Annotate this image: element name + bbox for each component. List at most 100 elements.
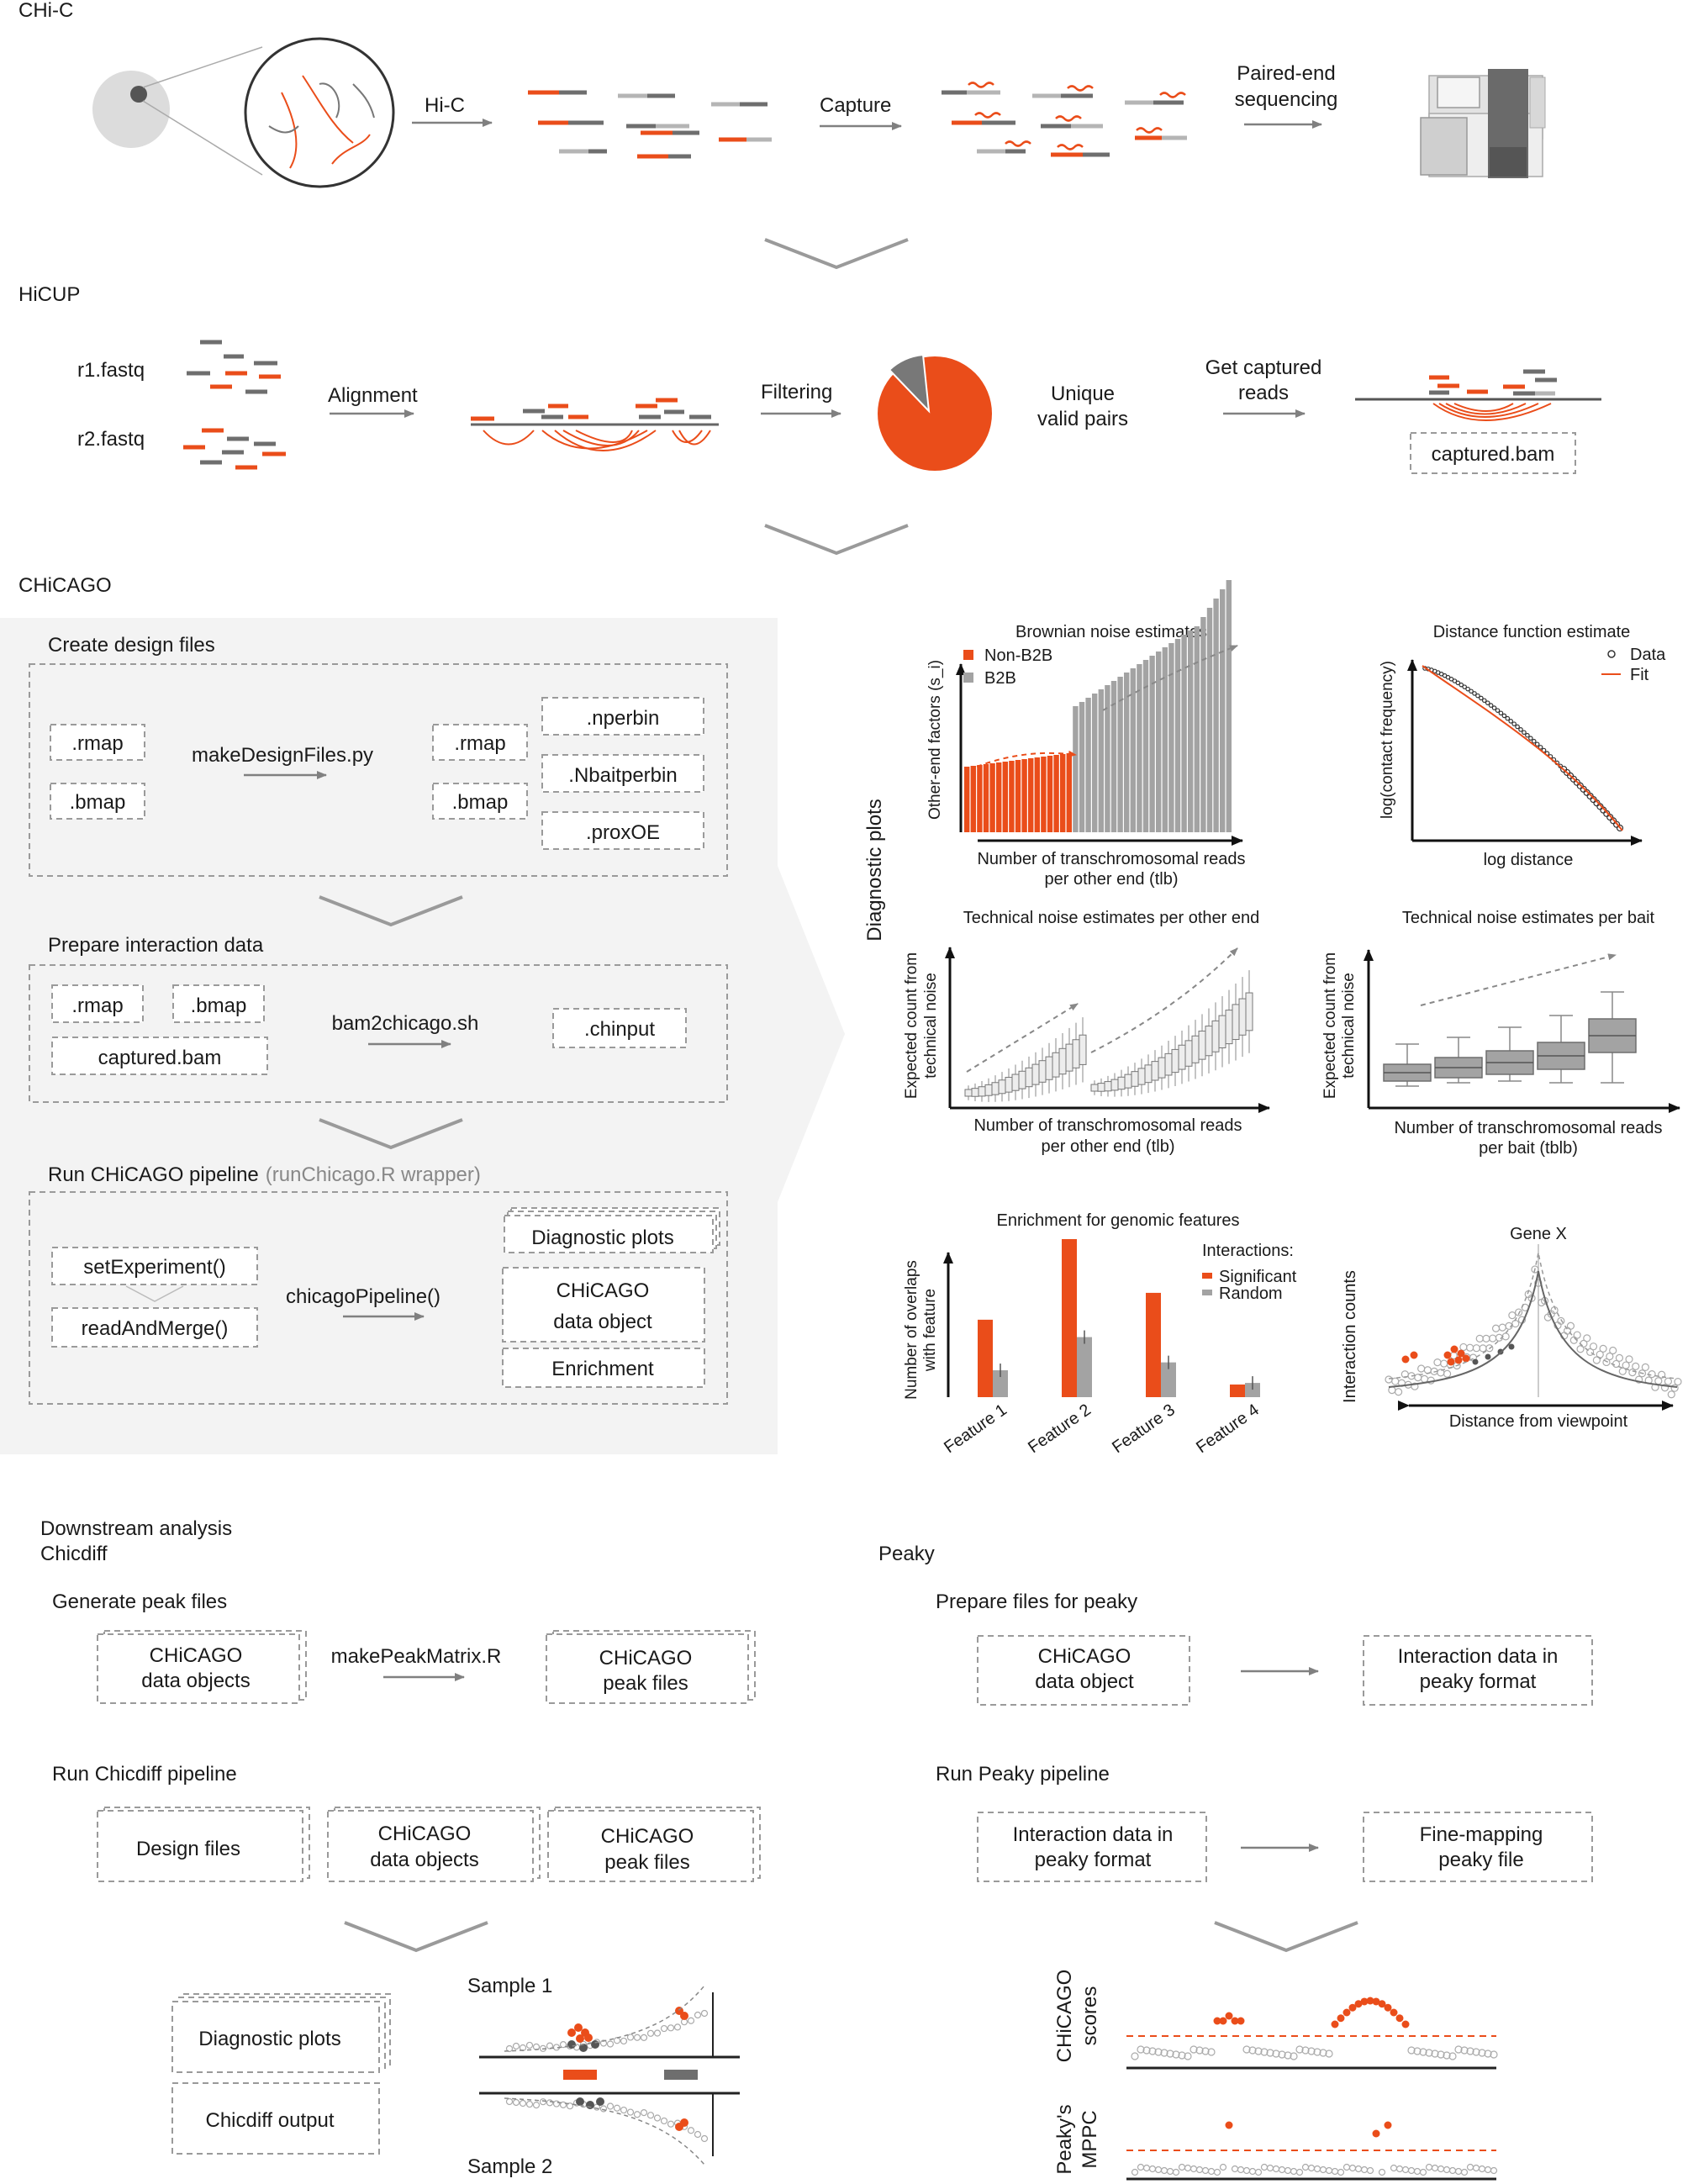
create-design-title: Create design files (48, 634, 215, 657)
brownian-legend-swatch-0 (963, 650, 973, 660)
sample1-point-3 (525, 2041, 534, 2049)
distance-point-23 (1498, 710, 1504, 716)
peaky-score-point-5 (1160, 2049, 1168, 2057)
sample1-point-1 (512, 2042, 520, 2050)
sample1-dark-point-1 (579, 2044, 588, 2052)
chicdiff-objects-label-2: data objects (141, 1670, 250, 1692)
proxoe-label: .proxOE (586, 821, 660, 844)
distance-point-12 (1462, 684, 1467, 689)
peaky-score-point-13 (1207, 2048, 1216, 2056)
peaky-mppc-point-53 (1443, 2166, 1451, 2174)
tech-oe-g1-box-11 (1038, 1060, 1047, 1083)
tech-bait-x-label-1: Number of transchromosomal reads (1394, 1119, 1662, 1137)
unique-pairs-label-1: Unique (1051, 382, 1115, 405)
peaky-mppc-point-28 (1295, 2168, 1304, 2176)
peaky-score-point-38 (1354, 2000, 1363, 2008)
peaky-score-point-30 (1307, 2047, 1316, 2055)
genex-point-68 (1606, 1352, 1614, 1361)
peaky-mppc-point-1 (1137, 2163, 1145, 2171)
chicdiff-diag-box (171, 2001, 380, 2073)
peaky-score-point-40 (1366, 1997, 1374, 2005)
distance-point-27 (1511, 721, 1517, 726)
tech-oe-boxes (964, 970, 1253, 1102)
captured-reads (1355, 369, 1601, 421)
genex-expected-curve (1388, 1270, 1678, 1388)
tech-oe-g1-box-5 (998, 1079, 1006, 1095)
peaky-mppc-point-60 (1484, 2166, 1492, 2174)
peaky-score-point-4 (1154, 2048, 1163, 2056)
peaky-score-point-0 (1131, 2052, 1139, 2060)
genex-point-3 (1394, 1388, 1403, 1396)
peaky-mppc-point-25 (1278, 2166, 1286, 2174)
peaky-score-point-32 (1319, 2049, 1327, 2057)
sample2-point-29 (700, 2134, 709, 2143)
peaky-object-label-2: data object (1035, 1670, 1134, 1693)
enrichment-title: Enrichment for genomic features (996, 1211, 1239, 1230)
diag-plots-output-label: Diagnostic plots (531, 1227, 673, 1249)
peaky-score-point-42 (1378, 2000, 1386, 2008)
tech-oe-g1-box-12 (1045, 1056, 1053, 1080)
unique-pairs-label-2: valid pairs (1037, 408, 1128, 430)
peaky-mppc-point-35 (1337, 2168, 1345, 2176)
genex-significant-point-1 (1410, 1351, 1418, 1359)
peaky-score-point-7 (1172, 2050, 1180, 2059)
sample1-label: Sample 1 (467, 1975, 552, 1997)
tech-oe-plot: Technical noise estimates per other end … (903, 909, 1270, 1156)
brownian-bar-33 (1174, 639, 1181, 832)
distance-point-10 (1455, 680, 1461, 686)
tech-oe-g2-box-6 (1131, 1071, 1139, 1087)
peaky-mppc-point-18 (1237, 2166, 1245, 2174)
peaky-score-point-20 (1248, 2046, 1257, 2055)
diag-plots-output-box (504, 1215, 714, 1253)
chicago-pipeline-label: chicagoPipeline() (286, 1285, 440, 1308)
tech-oe-g2-box-2 (1104, 1081, 1112, 1092)
peaky-mppc-point-22 (1260, 2163, 1269, 2171)
design-files-group (29, 663, 728, 877)
tech-oe-g2-box-15 (1191, 1035, 1200, 1063)
chicago-object-label-1: CHiCAGO (557, 1279, 650, 1302)
brownian-bar-31 (1162, 647, 1168, 832)
tech-oe-g1-box-9 (1025, 1067, 1033, 1088)
tech-oe-g2-box-21 (1232, 1004, 1240, 1041)
enrichment-bar-random-1 (1077, 1337, 1092, 1397)
genex-point-75 (1628, 1369, 1637, 1377)
enrichment-output-box (502, 1348, 705, 1388)
peaky-score-point-26 (1284, 2051, 1292, 2060)
run-chicago-title-main: Run CHiCAGO pipeline (48, 1163, 259, 1186)
peaky-mppc-plot: Peaky's MPPC (1053, 2104, 1498, 2181)
chicdiff-run-peaks-label-1: CHiCAGO (601, 1825, 694, 1848)
peak-files-label-1: CHiCAGO (599, 1647, 693, 1670)
brownian-bar-6 (1002, 762, 1008, 832)
sample2-point-20 (640, 2109, 648, 2117)
tech-oe-g1-box-7 (1011, 1074, 1020, 1091)
brownian-bar-9 (1021, 759, 1027, 832)
set-experiment-label: setExperiment() (83, 1256, 225, 1279)
distance-point-15 (1472, 691, 1477, 696)
sample2-sig-point-1 (680, 2118, 688, 2127)
peaky-scores-y-label-2: scores (1079, 1986, 1101, 2046)
section-title-peaky: Peaky (878, 1543, 935, 1565)
peaky-score-point-59 (1478, 2049, 1486, 2057)
captured-bam-prep-box (51, 1037, 268, 1075)
genex-point-87 (1667, 1390, 1675, 1399)
tech-oe-g2-box-13 (1178, 1044, 1186, 1070)
peaky-format-box (1363, 1635, 1593, 1706)
sample2-point-5 (539, 2098, 547, 2106)
paired-end-label-1: Paired-end (1237, 62, 1335, 85)
genex-dark-point-3 (1508, 1343, 1515, 1350)
peaky-score-point-57 (1466, 2047, 1474, 2055)
peaky-score-point-55 (1454, 2045, 1463, 2054)
captured-bam-box (1410, 432, 1576, 474)
sample1-sig-point-1 (574, 2023, 583, 2032)
read-and-merge-label: readAndMerge() (82, 1317, 229, 1340)
tech-oe-g2-box-1 (1097, 1083, 1105, 1092)
peaky-score-point-18 (1237, 2017, 1245, 2025)
peaky-mppc-point-29 (1301, 2163, 1310, 2171)
genex-y-label: Interaction counts (1341, 1270, 1359, 1403)
tech-oe-g1-box-13 (1052, 1052, 1060, 1078)
peaky-mppc-point-36 (1342, 2163, 1351, 2171)
brownian-bar-12 (1041, 757, 1047, 832)
tech-oe-g1-box-16 (1072, 1039, 1080, 1068)
sample1-dark-point-0 (567, 2040, 576, 2049)
enrichment-legend-label-1: Random (1219, 1285, 1283, 1303)
